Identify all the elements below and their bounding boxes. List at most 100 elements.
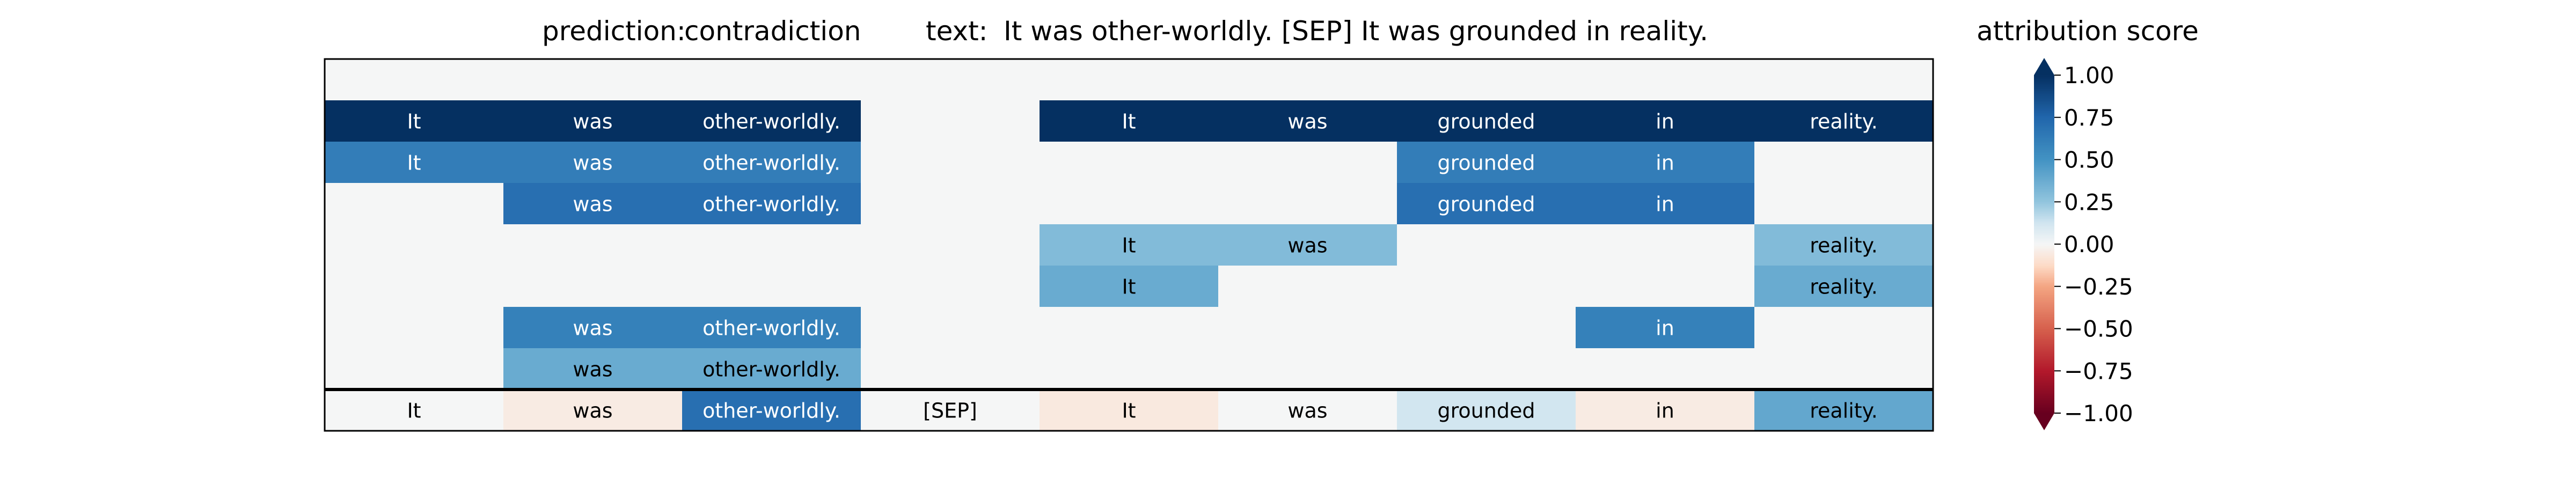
colorbar-segment bbox=[2034, 137, 2054, 140]
heatmap-cell bbox=[1576, 142, 1754, 183]
colorbar-segment bbox=[2034, 280, 2054, 282]
colorbar-segment bbox=[2034, 372, 2054, 375]
colorbar-segment bbox=[2034, 377, 2054, 380]
colorbar-segment bbox=[2034, 399, 2054, 402]
colorbar-segment bbox=[2034, 119, 2054, 121]
heatmap-cell bbox=[1040, 100, 1218, 142]
colorbar-segment bbox=[2034, 224, 2054, 226]
colorbar-segment bbox=[2034, 261, 2054, 263]
colorbar-segment bbox=[2034, 99, 2054, 101]
colorbar-segment bbox=[2034, 234, 2054, 236]
colorbar-segment bbox=[2034, 186, 2054, 189]
colorbar-segment bbox=[2034, 111, 2054, 113]
colorbar-segment bbox=[2034, 346, 2054, 348]
colorbar-segment bbox=[2034, 158, 2054, 160]
prediction-label: prediction: bbox=[542, 16, 686, 47]
heatmap-cell bbox=[1397, 142, 1576, 183]
colorbar-tick-label: −1.00 bbox=[2064, 400, 2133, 427]
colorbar-segment bbox=[2034, 335, 2054, 337]
colorbar-segment bbox=[2034, 398, 2054, 400]
colorbar-segment bbox=[2034, 278, 2054, 280]
colorbar-segment bbox=[2034, 139, 2054, 142]
colorbar-segment bbox=[2034, 383, 2054, 385]
cell-token-label: It bbox=[407, 399, 421, 423]
colorbar-segment bbox=[2034, 411, 2054, 414]
colorbar-segment bbox=[2034, 384, 2054, 387]
colorbar-segment bbox=[2034, 324, 2054, 326]
cell-token-label: in bbox=[1656, 317, 1674, 340]
heatmap-cell bbox=[503, 100, 682, 142]
heatmap-cell bbox=[1576, 390, 1754, 431]
colorbar-segment bbox=[2034, 393, 2054, 395]
colorbar-extend-bottom bbox=[2034, 413, 2054, 430]
cell-token-label: reality. bbox=[1810, 275, 1878, 299]
colorbar-segment bbox=[2034, 232, 2054, 234]
colorbar-segment bbox=[2034, 188, 2054, 190]
colorbar-segment bbox=[2034, 273, 2054, 275]
colorbar-segment bbox=[2034, 166, 2054, 168]
colorbar-segment bbox=[2034, 330, 2054, 333]
colorbar-segment bbox=[2034, 112, 2054, 115]
colorbar-segment bbox=[2034, 347, 2054, 349]
colorbar-segment bbox=[2034, 249, 2054, 252]
colorbar-segment bbox=[2034, 409, 2054, 412]
colorbar-segment bbox=[2034, 124, 2054, 127]
cell-token-label: grounded bbox=[1438, 151, 1535, 175]
colorbar-segment bbox=[2034, 121, 2054, 123]
colorbar-segment bbox=[2034, 109, 2054, 111]
colorbar-segment bbox=[2034, 394, 2054, 397]
colorbar-segment bbox=[2034, 386, 2054, 388]
heatmap-cell bbox=[1397, 390, 1576, 431]
colorbar-segment bbox=[2034, 286, 2054, 289]
heatmap-cell bbox=[682, 307, 861, 348]
colorbar-segment bbox=[2034, 293, 2054, 296]
colorbar-segment bbox=[2034, 185, 2054, 187]
colorbar-segment bbox=[2034, 192, 2054, 194]
colorbar-segment bbox=[2034, 308, 2054, 311]
colorbar-segment bbox=[2034, 173, 2054, 175]
cell-token-label: It bbox=[407, 151, 421, 175]
colorbar-segment bbox=[2034, 225, 2054, 228]
colorbar-segment bbox=[2034, 129, 2054, 131]
colorbar-segment bbox=[2034, 288, 2054, 290]
colorbar-segment bbox=[2034, 317, 2054, 319]
colorbar-segment bbox=[2034, 315, 2054, 318]
cell-token-label: other-worldly. bbox=[702, 317, 840, 340]
heatmap-cell bbox=[1397, 183, 1576, 224]
cell-token-label: It bbox=[1122, 275, 1136, 299]
cell-token-label: other-worldly. bbox=[702, 110, 840, 134]
colorbar-segment bbox=[2034, 252, 2054, 255]
colorbar-segment bbox=[2034, 406, 2054, 409]
cell-token-label: It bbox=[407, 110, 421, 134]
heatmap-cell bbox=[503, 348, 682, 390]
colorbar-segment bbox=[2034, 355, 2054, 358]
colorbar-segment bbox=[2034, 258, 2054, 260]
colorbar-segment bbox=[2034, 310, 2054, 312]
colorbar-segment bbox=[2034, 246, 2054, 248]
cell-token-label: was bbox=[573, 399, 612, 423]
colorbar-segment bbox=[2034, 266, 2054, 268]
colorbar-segment bbox=[2034, 276, 2054, 278]
cell-token-label: reality. bbox=[1810, 110, 1878, 134]
colorbar-segment bbox=[2034, 284, 2054, 287]
colorbar-segment bbox=[2034, 200, 2054, 202]
colorbar-segment bbox=[2034, 343, 2054, 346]
cell-token-label: was bbox=[1287, 399, 1327, 423]
colorbar-segment bbox=[2034, 210, 2054, 212]
colorbar-segment bbox=[2034, 342, 2054, 344]
colorbar-segment bbox=[2034, 229, 2054, 231]
colorbar-segment bbox=[2034, 362, 2054, 365]
colorbar-segment bbox=[2034, 367, 2054, 370]
colorbar-tick-label: 0.00 bbox=[2064, 231, 2114, 258]
colorbar-segment bbox=[2034, 181, 2054, 184]
heatmap-cell bbox=[325, 142, 503, 183]
colorbar-segment bbox=[2034, 80, 2054, 83]
cell-token-label: in bbox=[1656, 151, 1674, 175]
colorbar-tick-label: −0.25 bbox=[2064, 274, 2133, 300]
colorbar-segment bbox=[2034, 283, 2054, 285]
colorbar-segment bbox=[2034, 95, 2054, 98]
colorbar-segment bbox=[2034, 359, 2054, 361]
colorbar-segment bbox=[2034, 305, 2054, 307]
